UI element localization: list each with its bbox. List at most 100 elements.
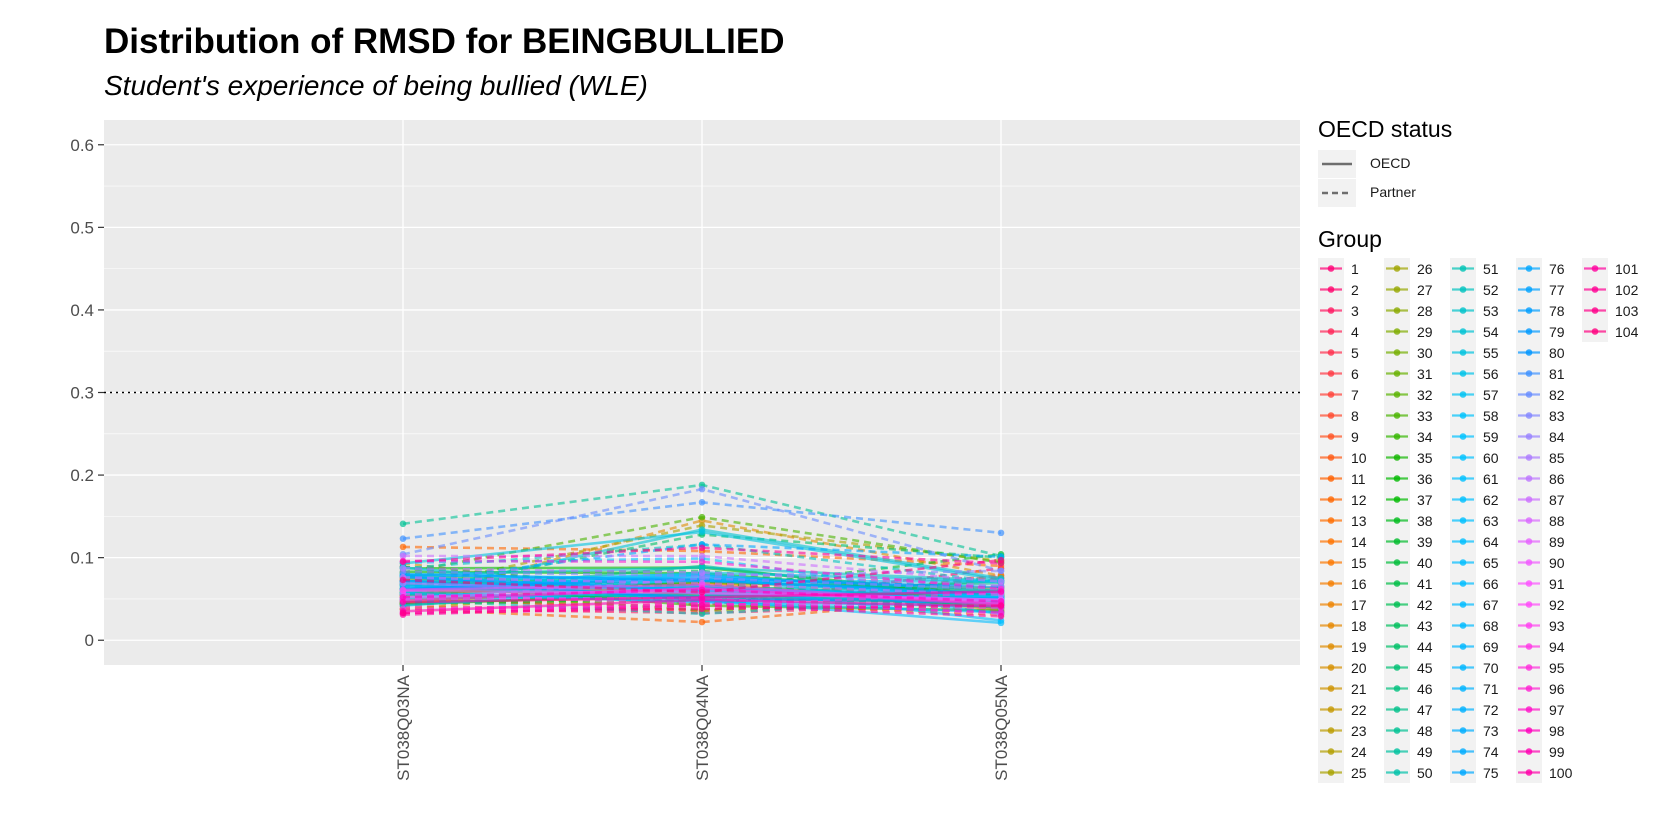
legend-group-item: 11	[1318, 468, 1388, 489]
legend-group-label: 64	[1483, 534, 1499, 550]
legend-group-item: 38	[1384, 510, 1454, 531]
legend-group-label: 66	[1483, 576, 1499, 592]
legend-group-item: 21	[1318, 678, 1388, 699]
legend-group-item: 79	[1516, 321, 1586, 342]
y-tick-label: 0.6	[70, 136, 94, 155]
legend-group-key	[1450, 300, 1476, 321]
data-point	[698, 610, 706, 618]
legend-group-key	[1516, 342, 1542, 363]
legend-group-key	[1384, 762, 1410, 783]
legend-group-item: 24	[1318, 741, 1388, 762]
legend-group-key	[1516, 300, 1542, 321]
legend-group-key	[1516, 279, 1542, 300]
legend-group-label: 37	[1417, 492, 1433, 508]
legend-group-item: 1	[1318, 258, 1388, 279]
legend-group-label: 102	[1615, 282, 1639, 298]
legend-group-item: 17	[1318, 594, 1388, 615]
legend-group-label: 26	[1417, 261, 1433, 277]
series-line	[402, 595, 1002, 624]
series-group-104	[399, 556, 1005, 596]
legend-group-label: 9	[1351, 429, 1359, 445]
legend-group-item: 64	[1450, 531, 1520, 552]
legend-group-key	[1384, 720, 1410, 741]
legend-group-label: 67	[1483, 597, 1499, 613]
legend-group-label: 85	[1549, 450, 1565, 466]
legend-group-label: 40	[1417, 555, 1433, 571]
legend-group-key	[1450, 657, 1476, 678]
legend-group-key	[1318, 321, 1344, 342]
legend-group-label: 44	[1417, 639, 1433, 655]
legend-group-label: 27	[1417, 282, 1433, 298]
legend-group-key	[1516, 699, 1542, 720]
legend-group-item: 27	[1384, 279, 1454, 300]
legend-group-label: 104	[1615, 324, 1639, 340]
series-line	[402, 546, 1002, 565]
legend-group-item: 3	[1318, 300, 1388, 321]
legend-group-label: 54	[1483, 324, 1499, 340]
data-point	[399, 576, 407, 584]
legend-group-label: 77	[1549, 282, 1565, 298]
legend-group-label: 62	[1483, 492, 1499, 508]
legend-group-label: 91	[1549, 576, 1565, 592]
legend-group-label: 60	[1483, 450, 1499, 466]
legend-group-item: 85	[1516, 447, 1586, 468]
legend-group-item: 60	[1450, 447, 1520, 468]
legend-group-item: 43	[1384, 615, 1454, 636]
legend-group-label: 69	[1483, 639, 1499, 655]
data-point	[399, 598, 407, 606]
legend-group-label: 30	[1417, 345, 1433, 361]
legend-group-item: 103	[1582, 300, 1652, 321]
chart-title: Distribution of RMSD for BEINGBULLIED	[104, 22, 785, 61]
series-line	[402, 595, 1002, 616]
legend-group-item: 44	[1384, 636, 1454, 657]
legend-group-item: 14	[1318, 531, 1388, 552]
legend-group-item: 99	[1516, 741, 1586, 762]
legend-group-item: 52	[1450, 279, 1520, 300]
y-tick-label: 0.1	[70, 549, 94, 568]
legend-group-key	[1384, 363, 1410, 384]
legend-group-key	[1318, 300, 1344, 321]
legend-group-label: 82	[1549, 387, 1565, 403]
legend-group-item: 23	[1318, 720, 1388, 741]
series-group-103	[399, 602, 1005, 617]
series-line	[402, 559, 1002, 591]
legend-group-key	[1516, 531, 1542, 552]
y-tick-label: 0.2	[70, 466, 94, 485]
legend-group-item: 58	[1450, 405, 1520, 426]
series-group-102	[399, 544, 1005, 567]
legend-group-key	[1318, 594, 1344, 615]
legend-group-item: 77	[1516, 279, 1586, 300]
legend-group-key	[1318, 552, 1344, 573]
legend-group-item: 76	[1516, 258, 1586, 279]
legend-group-key	[1384, 321, 1410, 342]
legend-group-item: 26	[1384, 258, 1454, 279]
legend-group-item: 47	[1384, 699, 1454, 720]
legend-group-label: 100	[1549, 765, 1573, 781]
legend-group-item: 25	[1318, 762, 1388, 783]
legend-group-item: 83	[1516, 405, 1586, 426]
legend-group-key	[1582, 300, 1608, 321]
legend-group-item: 100	[1516, 762, 1586, 783]
legend-group-label: 58	[1483, 408, 1499, 424]
legend-group-label: 75	[1483, 765, 1499, 781]
legend-oecd-item: OECD	[1318, 150, 1618, 178]
legend-oecd-status-title: OECD status	[1318, 116, 1453, 142]
legend-group-label: 63	[1483, 513, 1499, 529]
legend-group-item: 53	[1450, 300, 1520, 321]
legend-group-label: 32	[1417, 387, 1433, 403]
legend-group-key	[1450, 552, 1476, 573]
legend-group-key	[1516, 636, 1542, 657]
legend-group-label: 23	[1351, 723, 1367, 739]
data-point	[997, 529, 1005, 537]
legend-group-label: 4	[1351, 324, 1359, 340]
legend-group-key	[1318, 741, 1344, 762]
legend-group-item: 48	[1384, 720, 1454, 741]
legend-group-key	[1450, 531, 1476, 552]
legend-group-label: 29	[1417, 324, 1433, 340]
data-point	[698, 499, 706, 506]
legend-group-label: 68	[1483, 618, 1499, 634]
legend-group-label: 34	[1417, 429, 1433, 445]
legend-group-item: 86	[1516, 468, 1586, 489]
legend-group-item: 9	[1318, 426, 1388, 447]
